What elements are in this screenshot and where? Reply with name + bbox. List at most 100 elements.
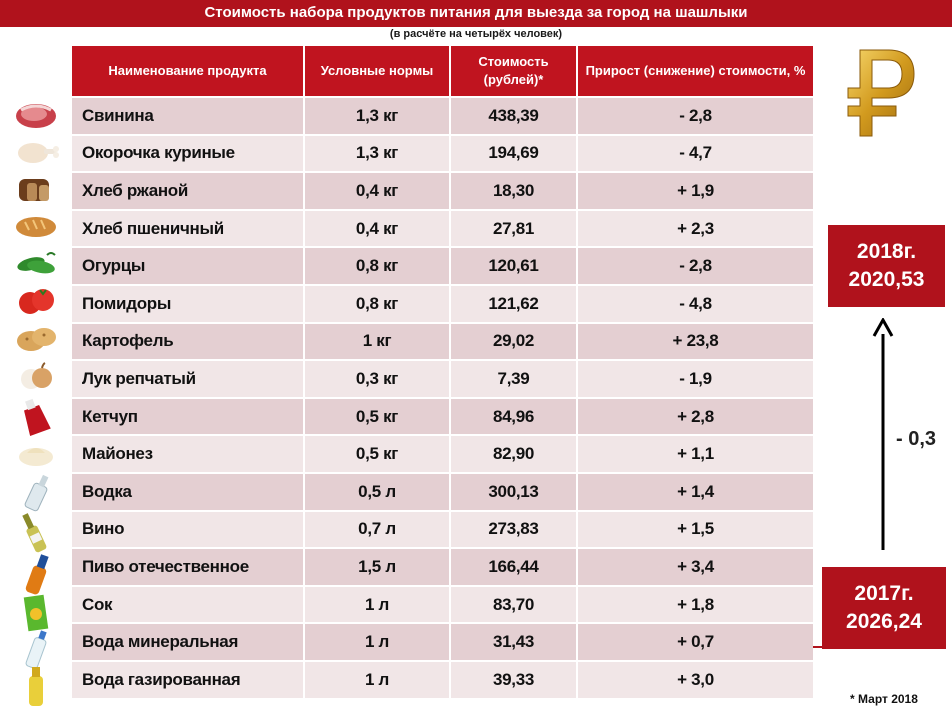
product-norm: 0,4 кг <box>304 171 451 210</box>
product-norm: 1,3 кг <box>304 96 451 135</box>
onion-icon <box>8 360 64 394</box>
product-norm: 0,3 кг <box>304 359 451 398</box>
product-norm: 0,5 кг <box>304 396 451 436</box>
table-row: Картофель 1 кг 29,02 + 23,8 <box>72 321 813 361</box>
product-name: Сок <box>72 584 305 624</box>
soda-bottle-icon <box>8 664 64 708</box>
product-cost: 27,81 <box>450 208 578 248</box>
footnote: * Март 2018 <box>850 692 918 706</box>
potato-icon <box>8 322 64 356</box>
product-cost: 194,69 <box>450 133 578 173</box>
header-change: Прирост (снижение) стоимости, % <box>577 46 813 97</box>
product-cost: 273,83 <box>450 509 578 549</box>
juice-box-icon <box>8 590 64 634</box>
product-norm: 0,5 л <box>304 471 451 511</box>
product-name: Свинина <box>72 96 305 135</box>
product-cost: 7,39 <box>450 359 578 398</box>
table-row: Окорочка куриные 1,3 кг 194,69- 4,7 <box>72 133 813 173</box>
product-norm: 1 л <box>304 659 451 698</box>
product-change: + 1,4 <box>577 471 813 511</box>
product-change: + 1,8 <box>577 584 813 624</box>
product-change: + 1,9 <box>577 171 813 210</box>
product-norm: 1 л <box>304 622 451 661</box>
product-name: Пиво отечественное <box>72 547 305 586</box>
wheat-bread-icon <box>8 209 64 243</box>
product-change: + 3,4 <box>577 547 813 586</box>
table-row: Сок 1 л 83,70 + 1,8 <box>72 584 813 624</box>
product-change: + 2,3 <box>577 208 813 248</box>
product-cost: 31,43 <box>450 622 578 661</box>
table-row: Огурцы 0,8 кг 120,61- 2,8 <box>72 246 813 285</box>
mineral-water-icon <box>8 626 64 670</box>
product-name: Помидоры <box>72 283 305 323</box>
product-name: Хлеб ржаной <box>72 171 305 210</box>
table-row: Хлеб пшеничный 0,4 кг 27,81 + 2,3 <box>72 208 813 248</box>
product-norm: 0,7 л <box>304 509 451 549</box>
vodka-bottle-icon <box>8 472 64 512</box>
product-cost: 29,02 <box>450 321 578 361</box>
product-change: - 2,8 <box>577 96 813 135</box>
product-cost: 166,44 <box>450 547 578 586</box>
table-row: Помидоры 0,8 кг 121,62- 4,8 <box>72 283 813 323</box>
product-cost: 300,13 <box>450 471 578 511</box>
table-row: Свинина 1,3 кг 438,39- 2,8 <box>72 96 813 135</box>
product-norm: 0,8 кг <box>304 283 451 323</box>
beer-bottle-icon <box>8 552 64 596</box>
product-change: + 3,0 <box>577 659 813 698</box>
header-name: Наименование продукта <box>72 46 305 97</box>
product-change: + 0,7 <box>577 622 813 661</box>
total-2017-year: 2017г. <box>854 582 914 605</box>
table-row: Водка 0,5 л 300,13 + 1,4 <box>72 471 813 511</box>
product-change: + 2,8 <box>577 396 813 436</box>
product-cost: 120,61 <box>450 246 578 285</box>
product-name: Хлеб пшеничный <box>72 208 305 248</box>
rye-bread-icon <box>8 172 64 206</box>
product-norm: 0,8 кг <box>304 246 451 285</box>
total-change-label: - 0,3 <box>896 428 937 450</box>
product-norm: 1,5 л <box>304 547 451 586</box>
table-row: Вино 0,7 л 273,83 + 1,5 <box>72 509 813 549</box>
product-change: - 2,8 <box>577 246 813 285</box>
product-norm: 0,4 кг <box>304 208 451 248</box>
product-norm: 0,5 кг <box>304 434 451 473</box>
total-2018-value: 2020,53 <box>848 268 925 291</box>
total-2017-value: 2026,24 <box>846 610 922 633</box>
table-row: Хлеб ржаной 0,4 кг 18,30 + 1,9 <box>72 171 813 210</box>
product-cost: 83,70 <box>450 584 578 624</box>
ruble-sign-icon <box>838 44 924 140</box>
product-cost: 121,62 <box>450 283 578 323</box>
product-cost: 84,96 <box>450 396 578 436</box>
product-change: - 1,9 <box>577 359 813 398</box>
total-2018-box: 2018г. 2020,53 <box>828 225 945 307</box>
product-change: + 1,5 <box>577 509 813 549</box>
product-change: + 23,8 <box>577 321 813 361</box>
table-row: Кетчуп 0,5 кг 84,96 + 2,8 <box>72 396 813 436</box>
table-header-row: Наименование продукта Условные нормы Сто… <box>72 46 813 97</box>
table-connector-line <box>813 646 825 648</box>
product-name: Окорочка куриные <box>72 133 305 173</box>
total-2018-year: 2018г. <box>856 240 917 263</box>
arrow-up-icon <box>872 316 894 550</box>
product-cost: 18,30 <box>450 171 578 210</box>
table-row: Вода минеральная 1 л 31,43 + 0,7 <box>72 622 813 661</box>
ketchup-icon <box>8 397 64 437</box>
product-name: Лук репчатый <box>72 359 305 398</box>
header-norms: Условные нормы <box>304 46 451 97</box>
cucumber-icon <box>8 247 64 281</box>
mayonnaise-icon <box>8 437 64 471</box>
product-change: - 4,8 <box>577 283 813 323</box>
product-name: Кетчуп <box>72 396 305 436</box>
product-name: Огурцы <box>72 246 305 285</box>
product-norm: 1,3 кг <box>304 133 451 173</box>
product-cost: 438,39 <box>450 96 578 135</box>
total-2017-box: 2017г. 2026,24 <box>822 567 946 649</box>
product-name: Вино <box>72 509 305 549</box>
table-row: Пиво отечественное 1,5 л 166,44 + 3,4 <box>72 547 813 586</box>
wine-bottle-icon <box>8 510 64 554</box>
page-subtitle: (в расчёте на четырёх человек) <box>389 28 563 40</box>
table-row: Майонез 0,5 кг 82,90 + 1,1 <box>72 434 813 473</box>
tomato-icon <box>8 284 64 318</box>
product-cost: 39,33 <box>450 659 578 698</box>
product-name: Майонез <box>72 434 305 473</box>
product-name: Картофель <box>72 321 305 361</box>
